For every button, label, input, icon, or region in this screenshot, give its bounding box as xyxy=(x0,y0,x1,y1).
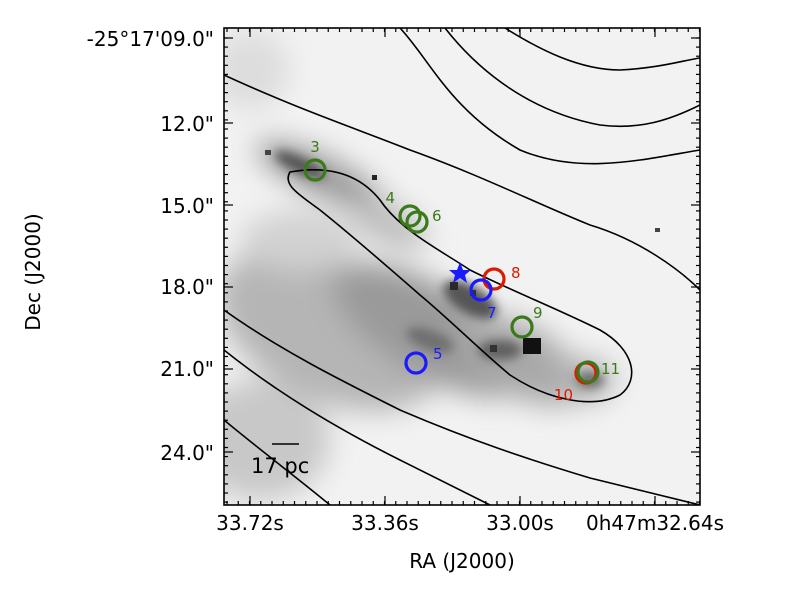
scale-bar-label: 17 pc xyxy=(251,454,309,478)
source-circle xyxy=(405,210,429,234)
greyscale-image xyxy=(224,28,700,505)
source-label: 4 xyxy=(385,189,395,207)
y-tick-label: 15.0" xyxy=(160,194,214,218)
x-tick-label: 0h47m32.64s xyxy=(586,511,724,535)
contour-line xyxy=(399,28,700,165)
source-label: 11 xyxy=(601,360,620,378)
y-tick-label: 21.0" xyxy=(160,357,214,381)
y-tick-label: 12.0" xyxy=(160,112,214,136)
source-label: 6 xyxy=(432,207,442,225)
x-axis-label: RA (J2000) xyxy=(409,549,515,573)
source-label: 5 xyxy=(433,345,443,363)
x-tick-label: 33.72s xyxy=(216,511,284,535)
star-marker xyxy=(449,262,471,283)
contour-line xyxy=(224,309,700,505)
source-circle xyxy=(398,204,422,228)
source-circle xyxy=(510,315,534,339)
contour-line xyxy=(444,28,700,128)
contour-line xyxy=(504,28,700,71)
y-tick-label: 18.0" xyxy=(160,275,214,299)
source-circle xyxy=(404,351,428,375)
y-tick-label: -25°17'09.0" xyxy=(87,27,214,51)
source-label: 8 xyxy=(511,264,521,282)
source-label: 3 xyxy=(310,138,320,156)
x-tick-label: 33.00s xyxy=(486,511,554,535)
source-label: 10 xyxy=(554,386,573,404)
source-label: 7 xyxy=(487,304,497,322)
source-markers: 3 4 6 8 7 9 5 10 11 xyxy=(303,138,620,404)
x-tick-label: 33.36s xyxy=(351,511,419,535)
source-label: 9 xyxy=(533,304,543,322)
y-axis-label: Dec (J2000) xyxy=(21,213,45,330)
source-circle xyxy=(303,158,327,182)
y-tick-label: 24.0" xyxy=(160,441,214,465)
contour-line xyxy=(224,349,491,505)
axis-ticks xyxy=(224,28,701,505)
source-circle xyxy=(576,360,600,384)
source-circle xyxy=(469,278,493,302)
plot-frame xyxy=(223,27,701,506)
contour-line xyxy=(224,419,331,505)
contour-line xyxy=(224,74,700,291)
